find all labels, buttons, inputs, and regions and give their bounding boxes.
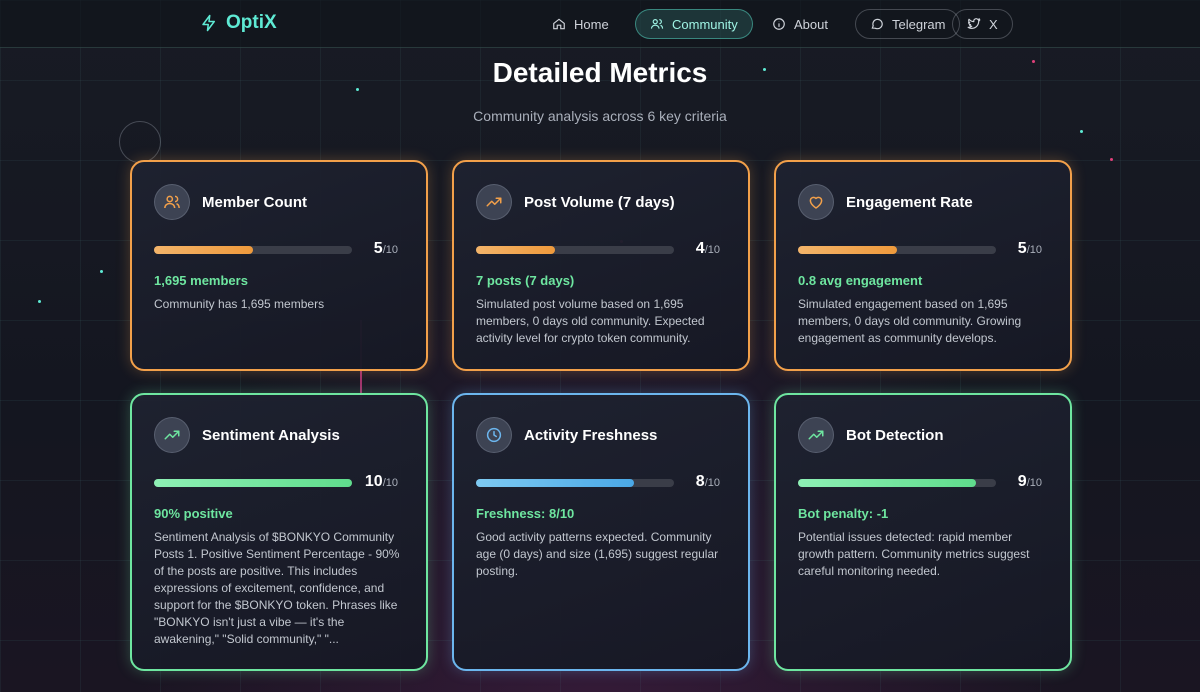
twitter-icon [967, 18, 981, 29]
score-max: /10 [382, 244, 398, 256]
metric-card-bot-detection: Bot Detection 9/10 Bot penalty: -1 Poten… [774, 393, 1072, 671]
trending-up-icon [476, 184, 512, 220]
score-value: 4/10 [696, 240, 720, 258]
score-row: 5/10 [154, 240, 406, 260]
score-bar [154, 246, 352, 254]
score-value: 10/10 [365, 473, 398, 491]
score-max: /10 [382, 477, 398, 489]
decorative-dot [100, 270, 103, 273]
decorative-dot [356, 88, 359, 91]
info-icon [773, 18, 785, 30]
chat-icon [871, 18, 883, 30]
metric-title: Activity Freshness [524, 426, 658, 444]
users-icon [154, 184, 190, 220]
nav-about[interactable]: About [758, 9, 842, 39]
score-bar [476, 479, 674, 487]
metric-description: Community has 1,695 members [154, 297, 325, 311]
nav-x-label: X [989, 16, 998, 32]
metric-title: Bot Detection [846, 426, 944, 444]
score-row: 8/10 [476, 473, 728, 493]
metric-description: Potential issues detected: rapid member … [798, 530, 1030, 578]
bolt-icon [202, 14, 215, 32]
score-max: /10 [704, 477, 720, 489]
metric-highlight: 0.8 avg engagement [798, 273, 923, 288]
score-number: 8 [695, 473, 705, 490]
nav-community-label: Community [672, 16, 738, 32]
score-row: 4/10 [476, 240, 728, 260]
score-bar-fill [154, 479, 352, 487]
score-row: 10/10 [154, 473, 406, 493]
score-row: 9/10 [798, 473, 1050, 493]
metric-highlight: 7 posts (7 days) [476, 273, 575, 288]
brand-logo[interactable]: OptiX [200, 12, 277, 34]
metric-card-sentiment-analysis: Sentiment Analysis 10/10 90% positive Se… [130, 393, 428, 671]
nav-community[interactable]: Community [635, 9, 753, 39]
trending-up-icon [154, 417, 190, 453]
brand-name: OptiX [226, 12, 277, 33]
score-bar [476, 246, 674, 254]
score-value: 9/10 [1018, 473, 1042, 491]
page-title: Detailed Metrics [492, 57, 708, 88]
metric-description: Simulated post volume based on 1,695 mem… [476, 297, 705, 345]
nav-x[interactable]: X [952, 9, 1013, 39]
nav-about-label: About [794, 16, 828, 32]
metric-highlight: 90% positive [154, 506, 233, 521]
score-max: /10 [704, 244, 720, 256]
metric-description: Good activity patterns expected. Communi… [476, 530, 719, 578]
decorative-dot [1080, 130, 1083, 133]
score-number: 4 [695, 240, 705, 257]
decorative-dot [1032, 60, 1035, 63]
score-value: 5/10 [374, 240, 398, 258]
nav-telegram[interactable]: Telegram [855, 9, 961, 39]
score-number: 10 [364, 473, 383, 490]
score-bar-fill [476, 479, 635, 487]
score-number: 9 [1017, 473, 1027, 490]
trending-up-icon [798, 417, 834, 453]
score-max: /10 [1026, 477, 1042, 489]
metric-title: Engagement Rate [846, 193, 973, 211]
score-bar [798, 246, 996, 254]
clock-icon [476, 417, 512, 453]
decorative-dot [38, 300, 41, 303]
metric-card-post-volume: Post Volume (7 days) 4/10 7 posts (7 day… [452, 160, 750, 371]
metric-title: Post Volume (7 days) [524, 193, 675, 211]
score-bar-fill [798, 246, 897, 254]
decorative-ring [119, 121, 161, 163]
metric-highlight: Bot penalty: -1 [798, 506, 889, 521]
decorative-dot [763, 68, 766, 71]
score-row: 5/10 [798, 240, 1050, 260]
users-icon [650, 19, 664, 29]
score-bar-fill [154, 246, 253, 254]
metric-card-member-count: Member Count 5/10 1,695 members Communit… [130, 160, 428, 371]
score-number: 5 [373, 240, 383, 257]
home-icon [553, 18, 565, 30]
metric-description: Simulated engagement based on 1,695 memb… [798, 297, 1022, 345]
metric-card-engagement-rate: Engagement Rate 5/10 0.8 avg engagement … [774, 160, 1072, 371]
score-bar-fill [476, 246, 556, 254]
score-number: 5 [1017, 240, 1027, 257]
nav-home[interactable]: Home [538, 9, 623, 39]
metric-description: Sentiment Analysis of $BONKYO Community … [154, 530, 400, 646]
score-value: 8/10 [696, 473, 720, 491]
score-bar-fill [798, 479, 977, 487]
heart-icon [798, 184, 834, 220]
score-value: 5/10 [1018, 240, 1042, 258]
page-subtitle: Community analysis across 6 key criteria [473, 108, 727, 124]
score-max: /10 [1026, 244, 1042, 256]
metric-highlight: Freshness: 8/10 [476, 506, 575, 521]
nav-home-label: Home [574, 16, 609, 32]
metric-title: Sentiment Analysis [202, 426, 340, 444]
score-bar [798, 479, 996, 487]
decorative-dot [1110, 158, 1113, 161]
score-bar [154, 479, 352, 487]
metric-highlight: 1,695 members [154, 273, 248, 288]
nav-telegram-label: Telegram [892, 16, 946, 32]
metric-title: Member Count [202, 193, 307, 211]
top-nav: OptiX Home Community About Telegram X [0, 0, 1200, 48]
metric-card-activity-freshness: Activity Freshness 8/10 Freshness: 8/10 … [452, 393, 750, 671]
